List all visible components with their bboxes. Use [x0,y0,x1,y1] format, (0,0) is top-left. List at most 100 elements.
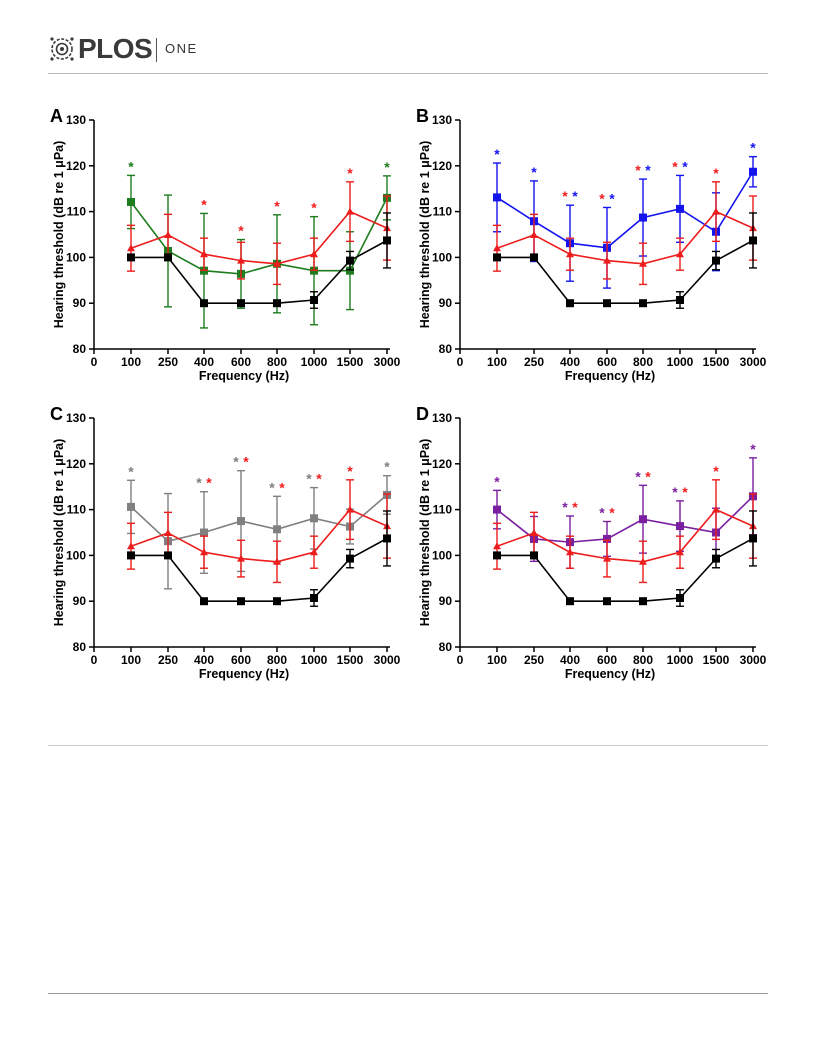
x-tick-label: 100 [121,355,141,369]
x-axis-label: Frequency (Hz) [565,667,655,681]
significance-star: * [609,505,615,521]
x-tick-label: 1500 [703,355,730,369]
series-red [127,479,391,584]
data-point [676,295,684,304]
data-point [310,514,318,523]
significance-star: * [682,158,688,174]
panel-letter: B [416,106,429,126]
data-point [603,534,611,543]
significance-star: * [750,140,756,156]
panel-letter: A [50,106,63,126]
chart-panel-c: C 80 90 100 110 120 130 0 100 250 400 600 800 1000 150… [50,404,401,681]
x-tick-label: 400 [194,653,214,667]
significance-star: * [494,146,500,162]
data-point [493,193,501,202]
significance-star: * [531,164,537,180]
series-red [493,181,757,286]
data-point [749,236,757,245]
y-tick-label: 90 [439,594,453,608]
x-tick-label: 0 [91,653,98,667]
significance-star: * [243,454,249,470]
data-point [346,256,354,265]
y-tick-label: 80 [439,640,453,654]
data-point [346,266,354,275]
series-black [493,212,757,309]
significance-star: * [672,484,678,500]
significance-star: * [682,484,688,500]
x-tick-label: 0 [457,653,464,667]
data-point [127,197,135,206]
y-tick-label: 130 [66,113,86,127]
data-point [127,542,135,550]
significance-star: * [494,473,500,489]
x-tick-label: 1000 [301,653,328,667]
significance-star: * [238,223,244,239]
data-point [603,299,611,308]
data-point [383,534,391,543]
y-axis-label: Hearing threshold (dB re 1 μPa) [418,141,432,329]
y-tick-label: 90 [73,594,87,608]
data-point [164,253,172,262]
data-point [164,528,172,536]
series-line [130,210,388,265]
series-line [496,171,754,249]
data-point [200,299,208,308]
x-tick-label: 600 [231,653,251,667]
significance-star: * [645,162,651,178]
data-point [310,593,318,602]
journal-name: ONE [165,41,198,56]
y-tick-label: 90 [439,296,453,310]
data-point [639,515,647,524]
series-line [497,537,754,603]
x-tick-label: 3000 [740,355,767,369]
figure-bottom-rule [48,745,768,746]
y-tick-label: 100 [432,548,452,562]
significance-star: * [206,475,212,491]
data-point [127,244,135,252]
panel-letter: C [50,404,63,424]
x-tick-label: 1000 [301,355,328,369]
significance-star: * [572,188,578,204]
x-tick-label: 100 [487,653,507,667]
data-point [712,505,720,513]
significance-star: * [201,196,207,212]
data-point [310,250,318,258]
data-point [200,250,208,258]
series-black [493,510,757,607]
data-point [273,525,281,534]
significance-star: * [645,468,651,484]
data-point [127,253,135,262]
significance-star: * [384,459,390,475]
data-point [603,597,611,606]
data-point [676,250,684,258]
significance-star: * [572,499,578,515]
data-point [310,295,318,304]
data-point [676,522,684,531]
series-red [127,181,391,286]
series-line [496,495,754,543]
series-line [131,537,388,603]
data-point [200,528,208,537]
data-point [310,548,318,556]
y-axis-label: Hearing threshold (dB re 1 μPa) [418,439,432,627]
data-point [273,557,281,565]
x-tick-label: 1000 [667,653,694,667]
y-tick-label: 110 [67,205,87,219]
y-tick-label: 100 [66,250,86,264]
data-point [676,548,684,556]
data-point [566,250,574,258]
brand-wordmark: PLOS [78,33,153,64]
page-header: PLOS ONE [0,0,816,76]
series-black [127,510,391,607]
data-point [639,299,647,308]
x-tick-label: 400 [560,653,580,667]
significance-star: * [306,471,312,487]
series-black [127,212,391,309]
data-point [164,551,172,560]
significance-star: * [279,479,285,495]
data-point [346,554,354,563]
data-point [639,259,647,267]
series-line [130,508,388,563]
chart-panel-a: A 80 90 100 110 120 130 0 100 250 400 600 800 1000 150… [50,106,401,383]
x-tick-label: 600 [231,355,251,369]
